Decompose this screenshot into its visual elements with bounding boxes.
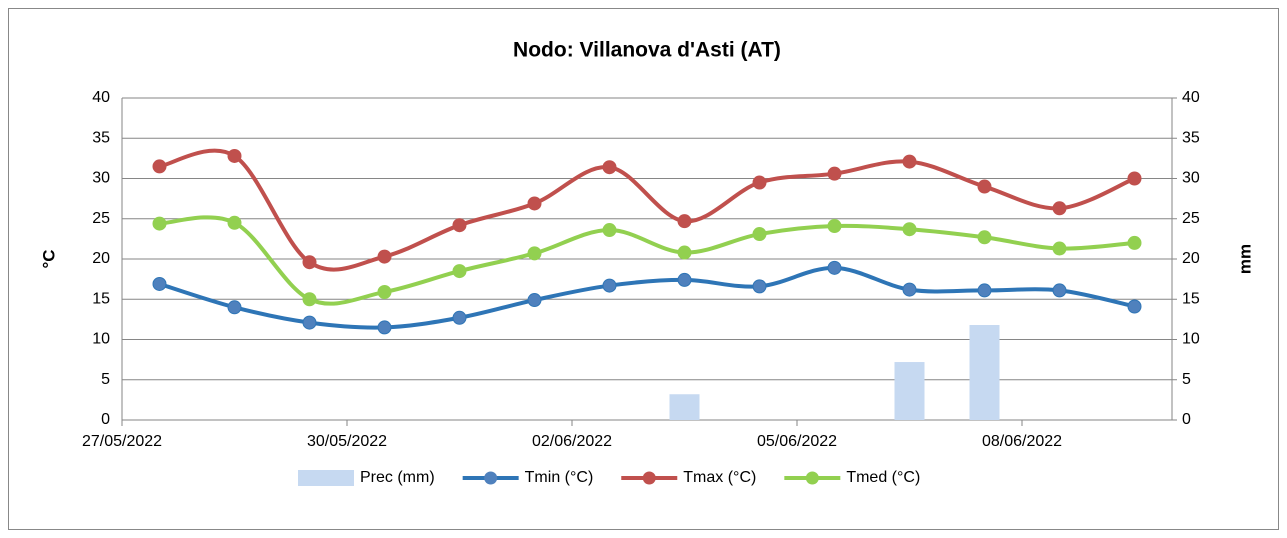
marker	[902, 282, 917, 297]
marker	[152, 159, 167, 174]
marker	[1127, 171, 1142, 186]
marker	[752, 227, 767, 242]
marker	[302, 315, 317, 330]
legend-marker	[805, 471, 819, 485]
y2-tick-label: 15	[1182, 290, 1200, 307]
y2-tick-label: 25	[1182, 210, 1200, 227]
marker	[1127, 235, 1142, 250]
x-tick-label: 05/06/2022	[757, 433, 837, 450]
marker	[602, 160, 617, 175]
legend-label: Tmax (°C)	[683, 469, 756, 486]
marker	[527, 293, 542, 308]
chart-border	[8, 8, 1279, 530]
legend-marker	[484, 471, 498, 485]
legend-label: Prec (mm)	[360, 469, 435, 486]
marker	[377, 320, 392, 335]
marker	[752, 279, 767, 294]
y2-tick-label: 10	[1182, 331, 1200, 348]
y-tick-label: 35	[92, 129, 110, 146]
marker	[527, 196, 542, 211]
marker	[227, 300, 242, 315]
marker	[827, 260, 842, 275]
marker	[1052, 283, 1067, 298]
marker	[1052, 241, 1067, 256]
bar	[894, 362, 925, 420]
bar	[669, 394, 700, 420]
marker	[1052, 201, 1067, 216]
marker	[602, 278, 617, 293]
x-tick-label: 27/05/2022	[82, 433, 162, 450]
legend-marker	[642, 471, 656, 485]
legend-label: Tmin (°C)	[525, 469, 594, 486]
y-tick-label: 20	[92, 250, 110, 267]
marker	[227, 215, 242, 230]
y2-tick-label: 30	[1182, 170, 1200, 187]
marker	[152, 276, 167, 291]
marker	[827, 166, 842, 181]
chart-title: Nodo: Villanova d'Asti (AT)	[513, 39, 781, 62]
x-tick-label: 02/06/2022	[532, 433, 612, 450]
y-tick-label: 0	[101, 411, 110, 428]
legend-swatch	[298, 470, 354, 486]
marker	[977, 230, 992, 245]
marker	[527, 246, 542, 261]
marker	[977, 179, 992, 194]
y-tick-label: 40	[92, 89, 110, 106]
marker	[902, 154, 917, 169]
marker	[977, 283, 992, 298]
marker	[302, 255, 317, 270]
marker	[377, 249, 392, 264]
x-tick-label: 08/06/2022	[982, 433, 1062, 450]
marker	[452, 310, 467, 325]
marker	[152, 216, 167, 231]
y-tick-label: 15	[92, 290, 110, 307]
x-tick-label: 30/05/2022	[307, 433, 387, 450]
y-tick-label: 25	[92, 210, 110, 227]
marker	[1127, 299, 1142, 314]
marker	[677, 214, 692, 229]
y-tick-label: 30	[92, 170, 110, 187]
y2-tick-label: 5	[1182, 371, 1191, 388]
y-axis-title: °C	[39, 249, 58, 268]
marker	[677, 245, 692, 260]
y2-tick-label: 20	[1182, 250, 1200, 267]
y2-tick-label: 35	[1182, 129, 1200, 146]
y-tick-label: 5	[101, 371, 110, 388]
marker	[377, 285, 392, 300]
marker	[752, 175, 767, 190]
marker	[902, 222, 917, 237]
legend-label: Tmed (°C)	[846, 469, 920, 486]
marker	[302, 292, 317, 307]
bar	[969, 325, 1000, 420]
marker	[227, 148, 242, 163]
marker	[452, 264, 467, 279]
marker	[827, 218, 842, 233]
y2-tick-label: 40	[1182, 89, 1200, 106]
y-tick-label: 10	[92, 331, 110, 348]
y2-tick-label: 0	[1182, 411, 1191, 428]
y2-axis-title: mm	[1235, 244, 1254, 274]
marker	[677, 272, 692, 287]
marker	[452, 218, 467, 233]
marker	[602, 223, 617, 238]
